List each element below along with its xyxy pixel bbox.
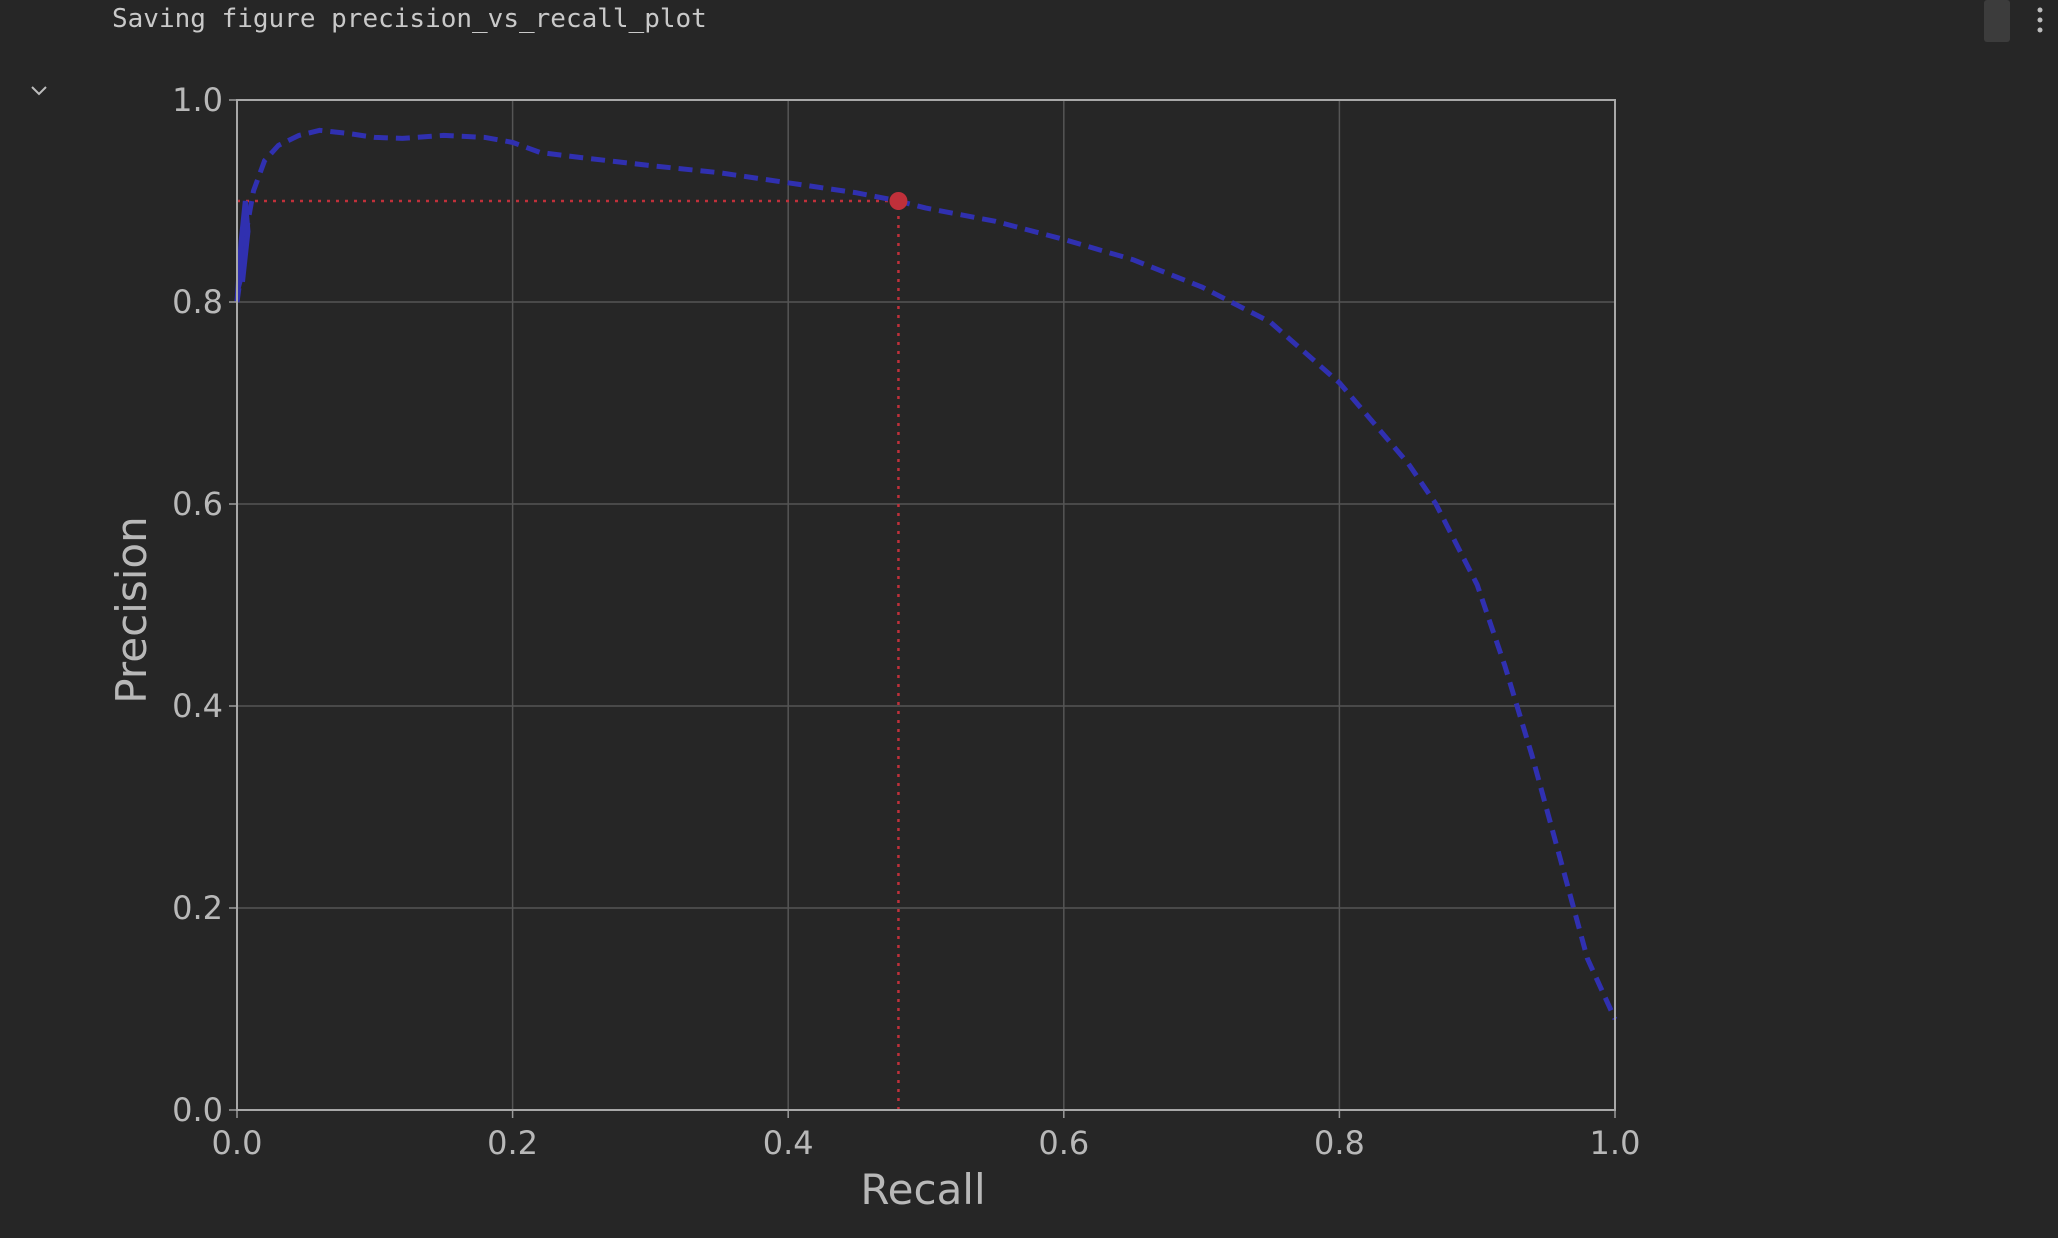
x-tick-label: 0.0 [212, 1124, 263, 1162]
x-tick-label: 0.8 [1314, 1124, 1365, 1162]
cell-output-text: Saving figure precision_vs_recall_plot [112, 4, 707, 34]
y-tick-label: 0.0 [172, 1091, 223, 1129]
y-tick-label: 1.0 [172, 81, 223, 119]
x-tick-label: 1.0 [1590, 1124, 1641, 1162]
axes-layer [229, 99, 1616, 1118]
tick-labels-layer: 0.0 0.2 0.4 0.6 0.8 1.0 0.0 0.2 0.4 0.6 0.8 1.0 [172, 81, 1640, 1162]
threshold-point-marker [889, 192, 908, 210]
x-tick-label: 0.6 [1038, 1124, 1089, 1162]
y-tick-label: 0.6 [172, 485, 223, 523]
reference-lines-layer [237, 199, 900, 1110]
x-tick-label: 0.2 [487, 1124, 538, 1162]
x-tick-label: 0.4 [763, 1124, 814, 1162]
x-axis-label: Recall [860, 1165, 985, 1214]
precision-recall-curve [234, 127, 1618, 1021]
y-tick-label: 0.4 [172, 687, 223, 725]
series-layer [234, 127, 1618, 1021]
y-tick-label: 0.8 [172, 283, 223, 321]
plot-frame [236, 99, 1616, 1111]
scrollbar-thumb[interactable] [1984, 0, 2010, 42]
curve-start-segment [234, 200, 251, 303]
y-tick-label: 0.2 [172, 889, 223, 927]
y-axis-label: Precision [107, 516, 156, 703]
more-vertical-icon[interactable] [2030, 2, 2050, 38]
chevron-down-icon[interactable] [26, 78, 52, 104]
grid-layer [236, 99, 1616, 1111]
